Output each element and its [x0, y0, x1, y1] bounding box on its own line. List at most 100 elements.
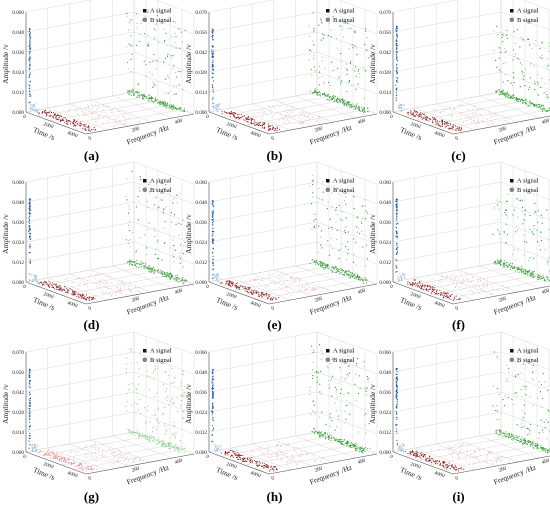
- a-signal-time-point: [35, 448, 36, 449]
- b-signal-time-point: [321, 292, 322, 293]
- b-signal-time-point: [86, 468, 87, 469]
- a-signal-freq-point: [534, 276, 535, 277]
- b-signal-time-point: [450, 123, 451, 124]
- b-signal-time-point: [96, 286, 97, 287]
- a-signal-freq-point: [350, 63, 351, 64]
- b-signal-time-point: [56, 456, 57, 457]
- a-signal-freq-point: [172, 68, 173, 69]
- a-signal-freq-point: [332, 229, 333, 230]
- a-signal-time-point: [217, 450, 218, 451]
- b-signal-time-point: [430, 286, 431, 287]
- b-signal-time-point: [257, 466, 258, 467]
- a-signal-time-point: [397, 251, 398, 252]
- a-signal-freq-point: [504, 212, 505, 213]
- z-tick-label: 0.060: [195, 180, 207, 186]
- b-signal-time-point: [449, 108, 450, 109]
- b-signal-time-point: [91, 299, 92, 300]
- a-signal-freq-point: [172, 254, 173, 255]
- a-signal-freq-point: [524, 85, 525, 86]
- b-signal-time-point: [80, 122, 81, 123]
- a-signal-time-point: [29, 406, 30, 407]
- b-signal-time-point: [113, 452, 114, 453]
- a-signal-time-point: [32, 107, 33, 108]
- a-signal-freq-point: [180, 224, 181, 225]
- time-tick-label: 4000: [433, 300, 445, 309]
- b-signal-time-point: [474, 114, 475, 115]
- a-signal-time-point: [29, 43, 30, 44]
- a-signal-freq-point: [321, 262, 322, 263]
- a-signal-freq-point: [153, 267, 154, 268]
- a-signal-freq-point: [145, 64, 146, 65]
- a-signal-time-point: [213, 278, 214, 279]
- a-signal-freq-point: [500, 93, 501, 94]
- b-signal-time-point: [459, 105, 460, 106]
- b-signal-time-point: [288, 285, 289, 286]
- a-signal-freq-point: [528, 260, 529, 261]
- b-signal-time-point: [98, 116, 99, 117]
- b-signal-time-point: [423, 114, 424, 115]
- b-signal-time-point: [87, 465, 88, 466]
- b-signal-time-point: [475, 107, 476, 108]
- b-signal-time-point: [84, 124, 85, 125]
- grid-line: [209, 182, 317, 202]
- b-signal-time-point: [245, 291, 246, 292]
- freq-tick-label: 400: [357, 287, 367, 295]
- b-signal-time-point: [479, 293, 480, 294]
- a-signal-freq-point: [131, 261, 132, 262]
- a-signal-freq-point: [153, 415, 154, 416]
- grid-line: [26, 372, 134, 392]
- a-signal-time-point: [29, 31, 30, 32]
- b-signal-time-point: [482, 282, 483, 283]
- b-signal-time-point: [509, 117, 510, 118]
- a-signal-freq-point: [312, 40, 313, 41]
- legend-b-label: B signal: [517, 17, 539, 24]
- a-signal-time-point: [29, 392, 30, 393]
- b-signal-time-point: [230, 456, 231, 457]
- a-signal-freq-point: [510, 98, 511, 99]
- a-signal-freq-point: [513, 72, 514, 73]
- a-signal-freq-point: [146, 96, 147, 97]
- b-signal-time-point: [453, 127, 454, 128]
- b-signal-time-point: [314, 289, 315, 290]
- a-signal-time-point: [213, 206, 214, 207]
- a-signal-time-point: [212, 389, 213, 390]
- b-signal-time-point: [102, 123, 103, 124]
- a-signal-freq-point: [178, 449, 179, 450]
- b-signal-time-point: [305, 116, 306, 117]
- b-signal-time-point: [458, 278, 459, 279]
- b-signal-time-point: [309, 287, 310, 288]
- a-signal-freq-point: [157, 240, 158, 241]
- a-signal-freq-point: [499, 69, 500, 70]
- a-signal-freq-point: [546, 276, 547, 277]
- a-signal-freq-point: [342, 103, 343, 104]
- a-signal-freq-point: [351, 274, 352, 275]
- a-signal-time-point: [29, 208, 30, 209]
- a-signal-freq-point: [507, 266, 508, 267]
- b-signal-time-point: [451, 113, 452, 114]
- a-signal-freq-point: [529, 229, 530, 230]
- b-signal-time-point: [67, 124, 68, 125]
- b-signal-time-point: [245, 118, 246, 119]
- a-signal-freq-point: [540, 87, 541, 88]
- z-tick-label: 0.060: [12, 180, 24, 186]
- a-signal-freq-point: [526, 242, 527, 243]
- a-signal-freq-point: [348, 249, 349, 250]
- a-signal-time-point: [397, 213, 398, 214]
- a-signal-time-point: [395, 265, 396, 266]
- b-signal-time-point: [265, 284, 266, 285]
- b-signal-time-point: [407, 281, 408, 282]
- a-signal-freq-point: [153, 273, 154, 274]
- b-signal-time-point: [85, 108, 86, 109]
- a-signal-freq-point: [530, 103, 531, 104]
- b-signal-time-point: [281, 280, 282, 281]
- b-signal-time-point: [475, 122, 476, 123]
- b-signal-time-point: [77, 123, 78, 124]
- a-signal-freq-point: [144, 234, 145, 235]
- a-signal-freq-point: [167, 396, 168, 397]
- b-signal-time-point: [85, 112, 86, 113]
- a-signal-freq-point: [329, 100, 330, 101]
- b-signal-time-point: [243, 289, 244, 290]
- a-signal-freq-point: [136, 263, 137, 264]
- a-signal-time-point: [213, 66, 214, 67]
- a-signal-freq-point: [345, 204, 346, 205]
